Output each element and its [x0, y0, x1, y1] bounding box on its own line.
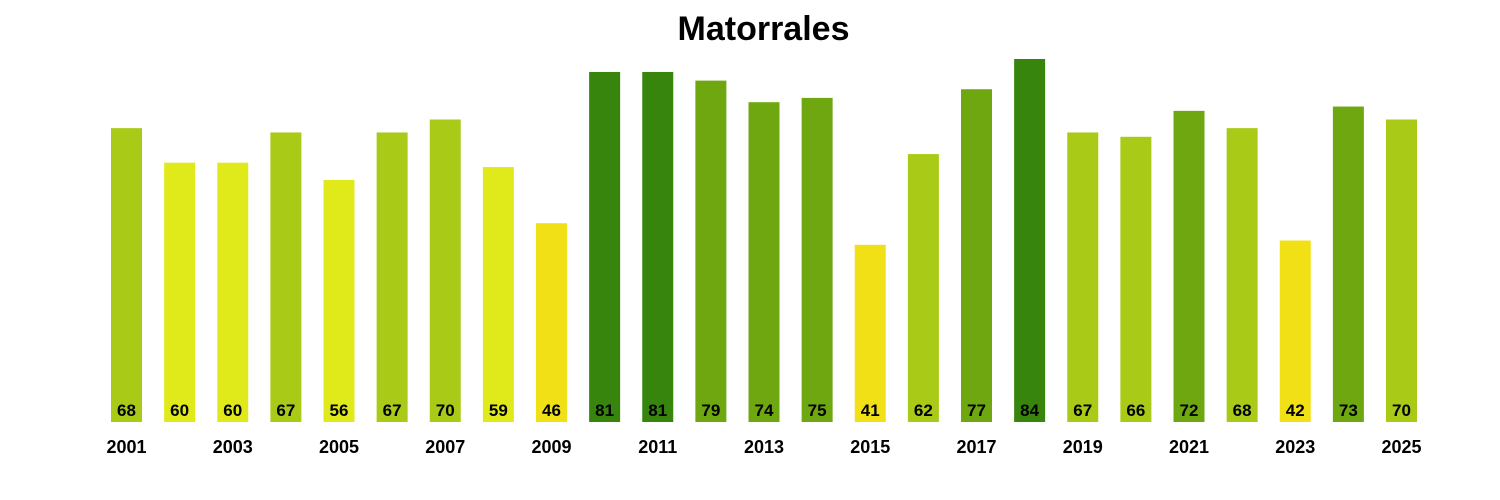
data-label-2005: 56	[330, 401, 349, 420]
bar-2009	[536, 223, 567, 422]
data-label-2025: 70	[1392, 401, 1411, 420]
data-label-2023: 42	[1286, 401, 1305, 420]
x-tick-label-2015: 2015	[850, 437, 890, 457]
data-label-2009: 46	[542, 401, 561, 420]
x-tick-label-2001: 2001	[106, 437, 146, 457]
bar-2023	[1279, 240, 1311, 422]
bar-2020	[1120, 136, 1152, 423]
bar-2003	[217, 162, 249, 422]
data-label-2012: 79	[701, 401, 720, 420]
x-tick-label-2011: 2011	[638, 437, 677, 457]
x-tick-label-2019: 2019	[1063, 437, 1103, 457]
data-label-2004: 67	[276, 401, 295, 420]
bar-2018	[1014, 59, 1046, 422]
data-label-2018: 84	[1020, 401, 1039, 420]
data-label-2020: 66	[1126, 401, 1145, 420]
bar-2007	[429, 119, 461, 422]
x-tick-label-2003: 2003	[213, 437, 253, 457]
x-tick-label-2025: 2025	[1381, 437, 1421, 457]
bar-2001	[111, 128, 142, 422]
data-label-2001: 68	[117, 401, 136, 420]
bar-2002	[164, 162, 196, 422]
bar-2010	[589, 71, 621, 423]
x-tick-label-2009: 2009	[531, 437, 571, 457]
chart-title: Matorrales	[677, 10, 850, 48]
x-tick-label-2017: 2017	[956, 437, 996, 457]
bar-2017	[961, 89, 992, 422]
bar-2016	[907, 154, 939, 422]
data-label-2011: 81	[648, 401, 667, 420]
bar-2025	[1386, 119, 1417, 422]
x-tick-label-2023: 2023	[1275, 437, 1315, 457]
x-tick-label-2007: 2007	[425, 437, 465, 457]
data-label-2007: 70	[436, 401, 455, 420]
bar-2012	[695, 80, 727, 423]
data-label-2022: 68	[1233, 401, 1252, 420]
bar-2021	[1173, 110, 1205, 423]
data-label-2010: 81	[595, 401, 614, 420]
data-label-2017: 77	[967, 401, 986, 420]
data-label-2015: 41	[861, 401, 880, 420]
bar-2006	[376, 132, 408, 422]
bar-2013	[748, 102, 780, 423]
data-label-2016: 62	[914, 401, 933, 420]
data-label-2014: 75	[808, 401, 827, 420]
data-label-2008: 59	[489, 401, 508, 420]
data-label-2006: 67	[383, 401, 402, 420]
data-label-2013: 74	[755, 401, 774, 420]
data-label-2002: 60	[170, 401, 189, 420]
x-tick-label-2013: 2013	[744, 437, 784, 457]
bar-2015	[854, 244, 886, 422]
x-tick-label-2005: 2005	[319, 437, 359, 457]
bar-2011	[642, 71, 674, 423]
x-tick-label-2021: 2021	[1169, 437, 1209, 457]
bar-2019	[1067, 132, 1099, 422]
bar-2014	[801, 97, 833, 422]
bar-2004	[270, 132, 302, 422]
data-label-2024: 73	[1339, 401, 1358, 420]
data-label-2003: 60	[223, 401, 242, 420]
bar-2022	[1226, 128, 1258, 422]
bar-2008	[482, 167, 514, 422]
bar-2005	[323, 180, 355, 422]
data-label-2021: 72	[1180, 401, 1199, 420]
data-label-2019: 67	[1073, 401, 1092, 420]
bar-2024	[1332, 106, 1364, 422]
